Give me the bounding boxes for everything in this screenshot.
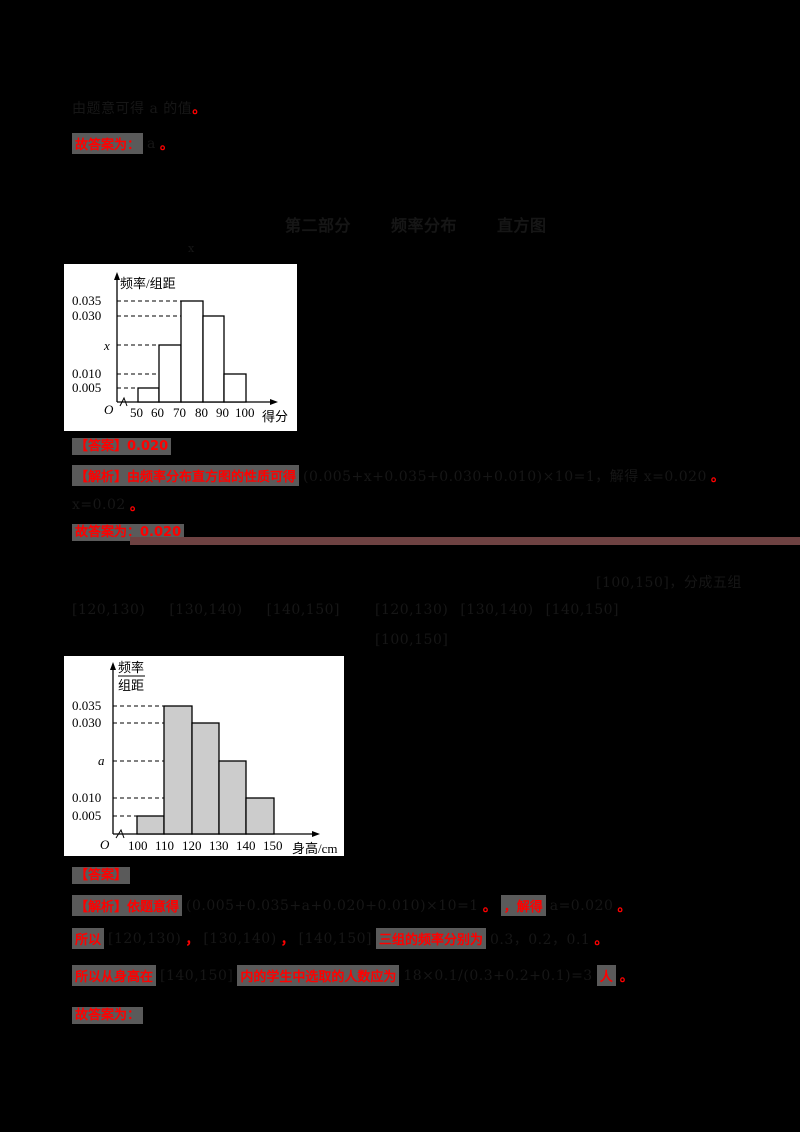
section-title-part: 第二部分	[285, 216, 352, 235]
intro-text: 由题意可得 a 的值	[72, 101, 193, 117]
svg-text:0.005: 0.005	[72, 380, 101, 395]
q2-stem-groups-mid: [120,130) [130,140) [140,150]	[375, 602, 619, 618]
q2-stem-groups-left: [120,130) [130,140) [140,150]	[72, 602, 340, 618]
q1-analysis-label: 【解析】由频率分布直方图的性质可得	[72, 465, 300, 486]
svg-text:a: a	[98, 753, 105, 768]
svg-text:0.035: 0.035	[72, 698, 101, 713]
group-range: [140,150]	[545, 602, 619, 618]
svg-text:90: 90	[216, 405, 229, 420]
svg-text:70: 70	[173, 405, 186, 420]
section-divider	[130, 537, 800, 545]
svg-text:0.005: 0.005	[72, 808, 101, 823]
q2-analysis-label: 【解析】依题意得	[72, 895, 183, 916]
q2-stem-tail: [100,150]	[375, 632, 449, 648]
svg-text:120: 120	[182, 838, 202, 853]
svg-text:x: x	[103, 338, 110, 353]
q2-analysis-result: a=0.020	[549, 897, 614, 914]
intro-answer-line: 故答案为： a。	[72, 133, 174, 154]
q2-line3-red: 内的学生中选取的人数应为	[237, 965, 400, 986]
q2-final: 故答案为：	[72, 1004, 144, 1024]
q1-answer-label: 【答案】0.020	[72, 438, 172, 455]
svg-text:110: 110	[155, 838, 174, 853]
q2-analysis-mid: ，解得	[500, 895, 546, 916]
svg-text:150: 150	[263, 838, 283, 853]
group-range: [140,150]	[298, 930, 372, 947]
svg-text:100: 100	[235, 405, 255, 420]
group-range: [120,130)	[72, 602, 146, 618]
q1-line3-period: 。	[129, 498, 144, 514]
q2-analysis-formula: (0.005+0.035+a+0.020+0.010)×10=1	[186, 897, 479, 914]
answer-value: a	[147, 135, 156, 152]
q2-answer: 【答案】	[72, 864, 131, 884]
q2-final-label: 故答案为：	[72, 1007, 144, 1024]
svg-text:0.010: 0.010	[72, 790, 101, 805]
q2-line2-red: 三组的频率分别为	[376, 928, 487, 949]
q2-stem-right: [100,150]，分成五组	[596, 575, 742, 591]
q1-analysis-text: (0.005+x+0.035+0.030+0.010)×10=1，解得 x=0.…	[303, 468, 707, 485]
svg-text:130: 130	[209, 838, 229, 853]
q1-line3-text: x=0.02	[72, 497, 126, 513]
histogram-heights-svg: 频率 组距 0.035 0.030 a 0.010 0.005 O 100 11…	[72, 660, 338, 856]
svg-text:60: 60	[151, 405, 164, 420]
q1-analysis-period: 。	[710, 468, 725, 485]
group-range: [130,140)	[203, 930, 277, 947]
group-range: [120,130)	[108, 930, 182, 947]
section-title: 第二部分 频率分布 直方图	[285, 212, 547, 236]
section-title-part: 直方图	[497, 216, 547, 235]
intro-period: 。	[192, 101, 207, 117]
histogram-scores: 频率/组距 0.035 0.030 x 0.010 0.005 O 50 60 …	[64, 264, 297, 431]
q2-line3-label: 所以从身高在	[72, 965, 157, 986]
svg-text:得分: 得分	[262, 409, 288, 424]
histogram-heights: 频率 组距 0.035 0.030 a 0.010 0.005 O 100 11…	[64, 656, 344, 856]
svg-text:O: O	[100, 837, 110, 852]
q2-line3-range: [140,150]	[160, 967, 234, 984]
svg-text:100: 100	[128, 838, 148, 853]
svg-text:频率: 频率	[118, 660, 144, 675]
svg-text:0.010: 0.010	[72, 366, 101, 381]
svg-text:0.035: 0.035	[72, 293, 101, 308]
svg-text:0.030: 0.030	[72, 308, 101, 323]
q2-line2-label: 所以	[72, 928, 105, 949]
group-range: [120,130)	[375, 602, 449, 618]
group-range: [130,140)	[460, 602, 534, 618]
group-range: [130,140)	[169, 602, 243, 618]
q1-final: 故答案为：0.020	[72, 521, 185, 541]
section-title-part: 频率分布	[391, 216, 458, 235]
q1-answer: 【答案】0.020	[72, 435, 172, 455]
svg-text:O: O	[104, 402, 114, 417]
q2-line2-tail: 0.3，0.2，0.1	[490, 931, 591, 948]
q1-line3: x=0.02。	[72, 495, 144, 515]
group-range: [140,150]	[266, 602, 340, 618]
histogram-scores-svg: 频率/组距 0.035 0.030 x 0.010 0.005 O 50 60 …	[72, 272, 288, 424]
svg-text:80: 80	[195, 405, 208, 420]
q1-analysis: 【解析】由频率分布直方图的性质可得 (0.005+x+0.035+0.030+0…	[72, 465, 725, 486]
svg-text:身高/cm: 身高/cm	[292, 841, 338, 856]
svg-text:0.030: 0.030	[72, 715, 101, 730]
intro-line: 由题意可得 a 的值。	[72, 98, 207, 118]
svg-text:50: 50	[130, 405, 143, 420]
q2-line3: 所以从身高在 [140,150] 内的学生中选取的人数应为 18×0.1/(0.…	[72, 965, 634, 986]
q2-line3-formula: 18×0.1/(0.3+0.2+0.1)=3	[403, 967, 593, 984]
answer-period: 。	[159, 136, 174, 153]
svg-text:组距: 组距	[118, 678, 144, 693]
q2-line3-unit: 人	[596, 965, 616, 986]
answer-label: 故答案为：	[72, 133, 144, 154]
q2-analysis: 【解析】依题意得 (0.005+0.035+a+0.020+0.010)×10=…	[72, 895, 631, 916]
q2-answer-label: 【答案】	[72, 867, 131, 884]
q1-stem-fragment: x	[188, 242, 195, 255]
svg-text:140: 140	[236, 838, 256, 853]
y-axis-label: 频率/组距	[120, 276, 176, 291]
q2-line2: 所以 [120,130)， [130,140)， [140,150] 三组的频率…	[72, 928, 608, 949]
q1-final-label: 故答案为：0.020	[72, 524, 185, 541]
